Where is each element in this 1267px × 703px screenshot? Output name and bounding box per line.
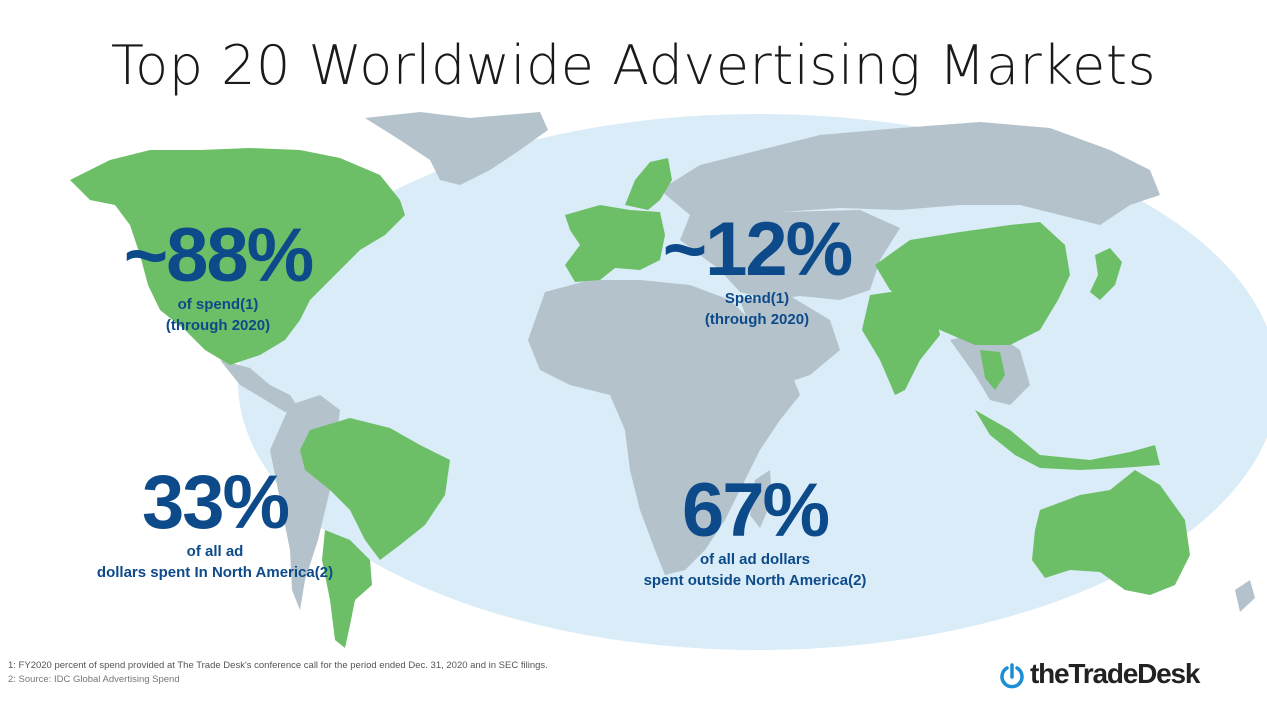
africa (528, 280, 800, 575)
stat-caption-line-2: spent outside North America(2) (643, 572, 867, 589)
stat-caption-line-2: (through 2020) (165, 317, 271, 334)
arabia (740, 296, 840, 385)
central-america (220, 360, 300, 412)
stat-value: 67% (681, 468, 830, 553)
china (875, 222, 1070, 345)
page-title: Top 20 Worldwide Advertising Markets (110, 34, 1157, 97)
japan (1090, 248, 1122, 300)
stat-value: ~12% (662, 207, 854, 292)
stat-value: 33% (141, 460, 290, 545)
argentina (322, 530, 372, 648)
scandinavia (625, 158, 672, 210)
logo-wordmark: theTradeDesk (1030, 658, 1200, 689)
stat-north-america-dollars: 33% of all ad dollars spent In North Ame… (60, 465, 370, 583)
brazil (300, 418, 450, 560)
india (862, 290, 940, 395)
indonesia (975, 410, 1160, 470)
stat-international-dollars: 67% of all ad dollars spent outside Nort… (610, 473, 900, 591)
stat-caption-line-2: (through 2020) (704, 311, 810, 328)
stat-caption-line-2: dollars spent In North America(2) (96, 564, 334, 581)
madagascar (750, 470, 772, 528)
stat-international-spend: ~12% Spend(1) (through 2020) (642, 212, 872, 330)
australia (1032, 470, 1190, 595)
power-icon (1000, 663, 1024, 689)
central-asia (680, 210, 900, 300)
thailand (980, 350, 1005, 390)
north-america (70, 148, 405, 365)
footnote-1: 1: FY2020 percent of spend provided at T… (8, 660, 548, 671)
russia (660, 122, 1160, 225)
footnote-2: 2: Source: IDC Global Advertising Spend (8, 674, 180, 685)
stat-north-america-spend: ~88% of spend(1) (through 2020) (98, 218, 338, 336)
europe (565, 205, 665, 282)
new-zealand (1235, 580, 1255, 612)
greenland (365, 112, 548, 185)
stat-caption-line-1: of spend(1) (177, 296, 259, 313)
stat-value: ~88% (123, 213, 315, 298)
trade-desk-logo: theTradeDesk (998, 656, 1233, 696)
stat-caption-line-1: Spend(1) (724, 290, 790, 307)
stat-caption-line-1: of all ad dollars (699, 551, 811, 568)
stat-caption-line-1: of all ad (186, 543, 244, 560)
